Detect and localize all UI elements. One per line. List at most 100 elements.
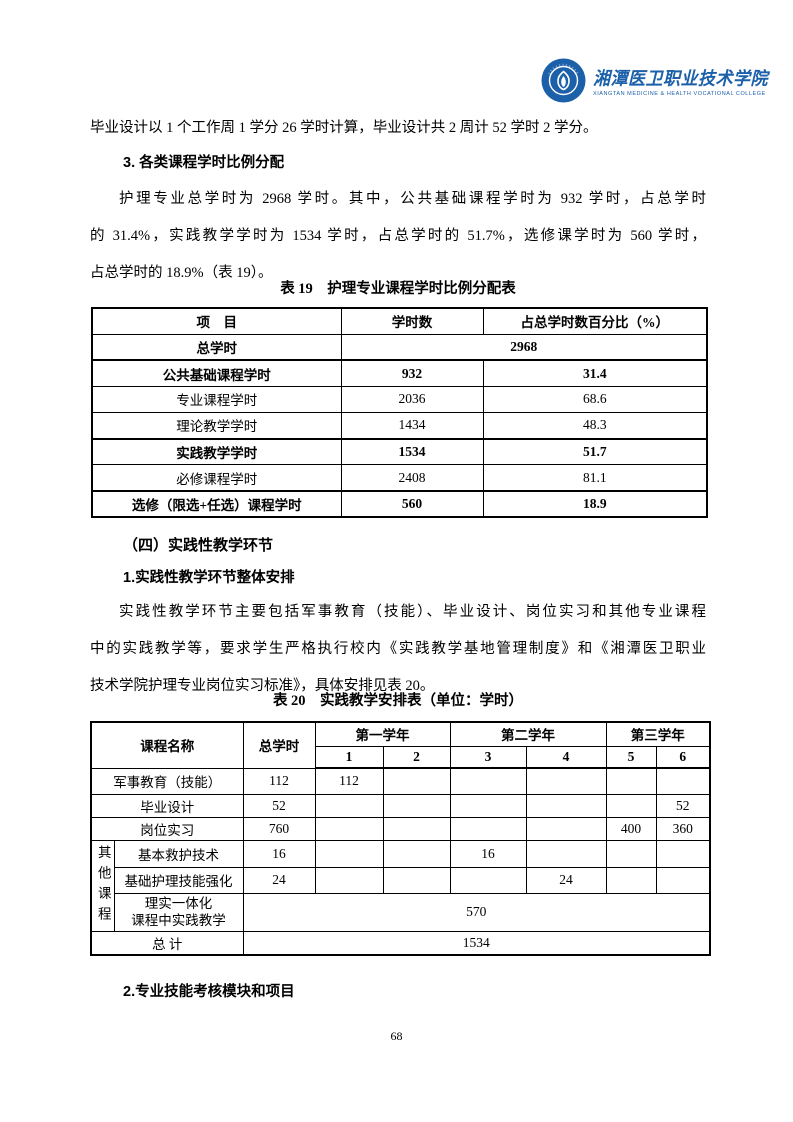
table-cell: 48.3 bbox=[482, 411, 708, 440]
table-cell bbox=[314, 793, 384, 818]
table-cell: 2 bbox=[382, 745, 451, 769]
table-cell: 112 bbox=[242, 767, 316, 795]
table-cell: 1 bbox=[314, 745, 384, 769]
table-cell: 360 bbox=[655, 816, 711, 841]
table-cell: 1434 bbox=[340, 411, 484, 440]
table-cell bbox=[605, 767, 657, 795]
table-row: 专业课程学时 2036 68.6 bbox=[91, 385, 708, 414]
table-cell bbox=[525, 816, 607, 841]
table20-title: 表 20 实践教学安排表（单位：学时） bbox=[272, 693, 524, 709]
table-cell: 占总学时数百分比（%） bbox=[482, 307, 708, 335]
table-row: 总 计 1534 bbox=[90, 930, 711, 956]
paragraph-line: 中的实践教学等，要求学生严格执行校内《实践教学基地管理制度》和《湘潭医卫职业 bbox=[90, 641, 706, 657]
table-cell: 总 计 bbox=[90, 930, 244, 956]
table-row: 总学时 2968 bbox=[91, 333, 708, 361]
table-cell: 实践教学学时 bbox=[91, 437, 342, 466]
table-cell: 4 bbox=[525, 745, 607, 769]
table-row: 其他课程 基本救护技术 16 16 bbox=[90, 839, 711, 932]
paragraph-line: 护理专业总学时为 2968 学时。其中，公共基础课程学时为 932 学时，占总学… bbox=[119, 191, 706, 207]
table-19-hours-ratio: 项 目 学时数 占总学时数百分比（%） 总学时 2968 公共基础课程学时 93… bbox=[91, 307, 708, 518]
college-name-english: XIANGTAN MEDICINE & HEALTH VOCATIONAL CO… bbox=[593, 91, 766, 97]
table-cell: 总学时 bbox=[242, 721, 316, 769]
table-cell bbox=[382, 767, 451, 795]
table-cell: 52 bbox=[655, 793, 711, 818]
table-cell: 1534 bbox=[340, 437, 484, 466]
paragraph-practical-teaching: 实践性教学环节主要包括军事教育（技能）、毕业设计、岗位实习和其他专业课程 中的实… bbox=[90, 594, 706, 705]
table-cell bbox=[605, 793, 657, 818]
college-name-chinese: 湘潭医卫职业技术学院 bbox=[593, 68, 768, 89]
table-cell: 560 bbox=[340, 489, 484, 518]
table-row: 基础护理技能强化 24 24 bbox=[91, 866, 711, 894]
table-cell: 总学时 bbox=[91, 333, 342, 361]
table-row-group-label: 其他课程 bbox=[90, 839, 115, 932]
table-cell: 第三学年 bbox=[605, 721, 711, 747]
table-cell: 基本救护技术 bbox=[113, 839, 244, 868]
paragraph-line: 技术学院护理专业岗位实习标准》，具体安排见表 20。 bbox=[90, 678, 435, 694]
heading-skill-assessment: 2.专业技能考核模块和项目 bbox=[123, 984, 295, 1000]
table-cell: 理论教学学时 bbox=[91, 411, 342, 440]
table-cell bbox=[382, 793, 451, 818]
table-header-row: 课程名称 总学时 第一学年 第二学年 第三学年 bbox=[90, 721, 711, 769]
table-cell: 400 bbox=[605, 816, 657, 841]
table-row: 公共基础课程学时 932 31.4 bbox=[91, 359, 708, 387]
table-cell: 570 bbox=[242, 892, 711, 932]
table-cell: 68.6 bbox=[482, 385, 708, 414]
table-cell: 112 bbox=[314, 767, 384, 795]
table-cell: 6 bbox=[655, 745, 711, 769]
table-row: 岗位实习 760 400 360 bbox=[90, 816, 711, 841]
college-logo: 湘潭医卫职业技术学院 XIANGTAN MEDICINE & HEALTH VO… bbox=[541, 58, 768, 103]
table-cell: 1534 bbox=[242, 930, 711, 956]
paragraph-line: 实践性教学环节主要包括军事教育（技能）、毕业设计、岗位实习和其他专业课程 bbox=[119, 604, 706, 620]
college-name-block: 湘潭医卫职业技术学院 XIANGTAN MEDICINE & HEALTH VO… bbox=[593, 64, 768, 97]
table-cell: 18.9 bbox=[482, 489, 708, 518]
page-number: 68 bbox=[390, 1029, 403, 1043]
table-cell: 专业课程学时 bbox=[91, 385, 342, 414]
table-cell bbox=[525, 767, 607, 795]
table-cell: 2036 bbox=[340, 385, 484, 414]
table-cell bbox=[449, 793, 527, 818]
table-cell bbox=[382, 866, 451, 894]
table-cell: 2968 bbox=[340, 333, 708, 361]
table-cell bbox=[314, 839, 384, 868]
paragraph-line: 的 31.4%，实践教学学时为 1534 学时，占总学时的 51.7%，选修课学… bbox=[90, 228, 706, 244]
section-heading-practical-teaching: （四）实践性教学环节 bbox=[123, 537, 274, 554]
table19-title: 表 19 护理专业课程学时比例分配表 bbox=[280, 281, 516, 297]
course-name-line: 课程中实践教学 bbox=[131, 913, 226, 928]
table-row: 必修课程学时 2408 81.1 bbox=[91, 464, 708, 492]
table-cell: 24 bbox=[525, 866, 607, 894]
table-row: 理论教学学时 1434 48.3 bbox=[91, 411, 708, 440]
table-cell bbox=[525, 793, 607, 818]
table-cell bbox=[655, 767, 711, 795]
table-row: 理实一体化 课程中实践教学 570 bbox=[91, 892, 711, 932]
table-cell: 5 bbox=[605, 745, 657, 769]
table-cell: 毕业设计 bbox=[90, 793, 244, 818]
table-cell: 理实一体化 课程中实践教学 bbox=[113, 892, 244, 932]
table-cell bbox=[382, 816, 451, 841]
table-cell bbox=[449, 816, 527, 841]
table-row: 选修（限选+任选）课程学时 560 18.9 bbox=[91, 489, 708, 518]
table-cell: 2408 bbox=[340, 464, 484, 492]
table-header-row: 项 目 学时数 占总学时数百分比（%） bbox=[91, 307, 708, 335]
table-cell: 51.7 bbox=[482, 437, 708, 466]
table-cell: 公共基础课程学时 bbox=[91, 359, 342, 387]
table-cell: 第一学年 bbox=[314, 721, 451, 747]
table-row: 实践教学学时 1534 51.7 bbox=[91, 437, 708, 466]
table-cell: 16 bbox=[242, 839, 316, 868]
table-cell: 必修课程学时 bbox=[91, 464, 342, 492]
table-cell bbox=[314, 866, 384, 894]
table-cell: 31.4 bbox=[482, 359, 708, 387]
table-20-practical-teaching-schedule: 课程名称 总学时 第一学年 第二学年 第三学年 1 2 3 4 5 6 军事教育… bbox=[90, 721, 711, 956]
table-cell bbox=[655, 866, 711, 894]
table-cell: 选修（限选+任选）课程学时 bbox=[91, 489, 342, 518]
table-cell: 项 目 bbox=[91, 307, 342, 335]
table-cell bbox=[525, 839, 607, 868]
paragraph-graduation-design: 毕业设计以 1 个工作周 1 学分 26 学时计算，毕业设计共 2 周计 52 … bbox=[90, 120, 598, 136]
course-name-line: 理实一体化 bbox=[144, 896, 213, 911]
table-cell: 课程名称 bbox=[90, 721, 244, 769]
table-cell: 第二学年 bbox=[449, 721, 607, 747]
table-cell: 基础护理技能强化 bbox=[113, 866, 244, 894]
table-cell bbox=[655, 839, 711, 868]
table-cell: 760 bbox=[242, 816, 316, 841]
table-cell: 学时数 bbox=[340, 307, 484, 335]
